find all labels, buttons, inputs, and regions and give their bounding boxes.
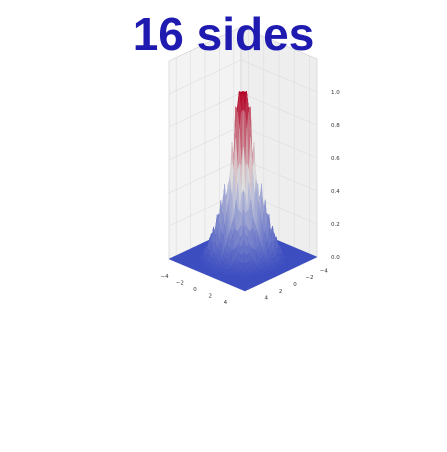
axes-ticks: −4 −2 0 2 4 −4 −2 0 2 4 0.0 0.2 0.4 0.6 0.8 1.0 bbox=[161, 90, 341, 306]
z-tick-label: 0.4 bbox=[331, 189, 340, 195]
z-tick-label: 0.6 bbox=[331, 156, 340, 162]
x-tick-label: −4 bbox=[161, 274, 170, 280]
grid-z-right bbox=[240, 125, 318, 159]
y-tick-label: 4 bbox=[264, 296, 268, 302]
grid-z-left bbox=[168, 158, 242, 194]
x-tick-label: 0 bbox=[193, 287, 197, 293]
z-tick-label: 1.0 bbox=[331, 90, 340, 96]
grid-z-left bbox=[168, 92, 242, 128]
x-tick-label: −2 bbox=[176, 281, 184, 287]
grid-z-left bbox=[168, 59, 242, 95]
grid-z-left bbox=[168, 125, 242, 161]
x-tick-label: 4 bbox=[224, 300, 228, 306]
grid-z-right bbox=[240, 59, 318, 93]
surface-mesh bbox=[168, 90, 318, 292]
y-tick-label: −4 bbox=[320, 268, 329, 274]
grid-z-right bbox=[240, 92, 318, 126]
surface-facet bbox=[242, 289, 248, 292]
y-tick-label: −2 bbox=[305, 275, 313, 281]
z-tick-label: 0.8 bbox=[331, 123, 340, 129]
x-tick-label: 2 bbox=[208, 293, 212, 299]
z-tick-label: 0.0 bbox=[331, 255, 340, 261]
y-tick-label: 0 bbox=[293, 282, 297, 288]
z-tick-label: 0.2 bbox=[331, 222, 340, 228]
y-tick-label: 2 bbox=[279, 289, 283, 295]
chart-title: 16 sides bbox=[132, 8, 315, 60]
